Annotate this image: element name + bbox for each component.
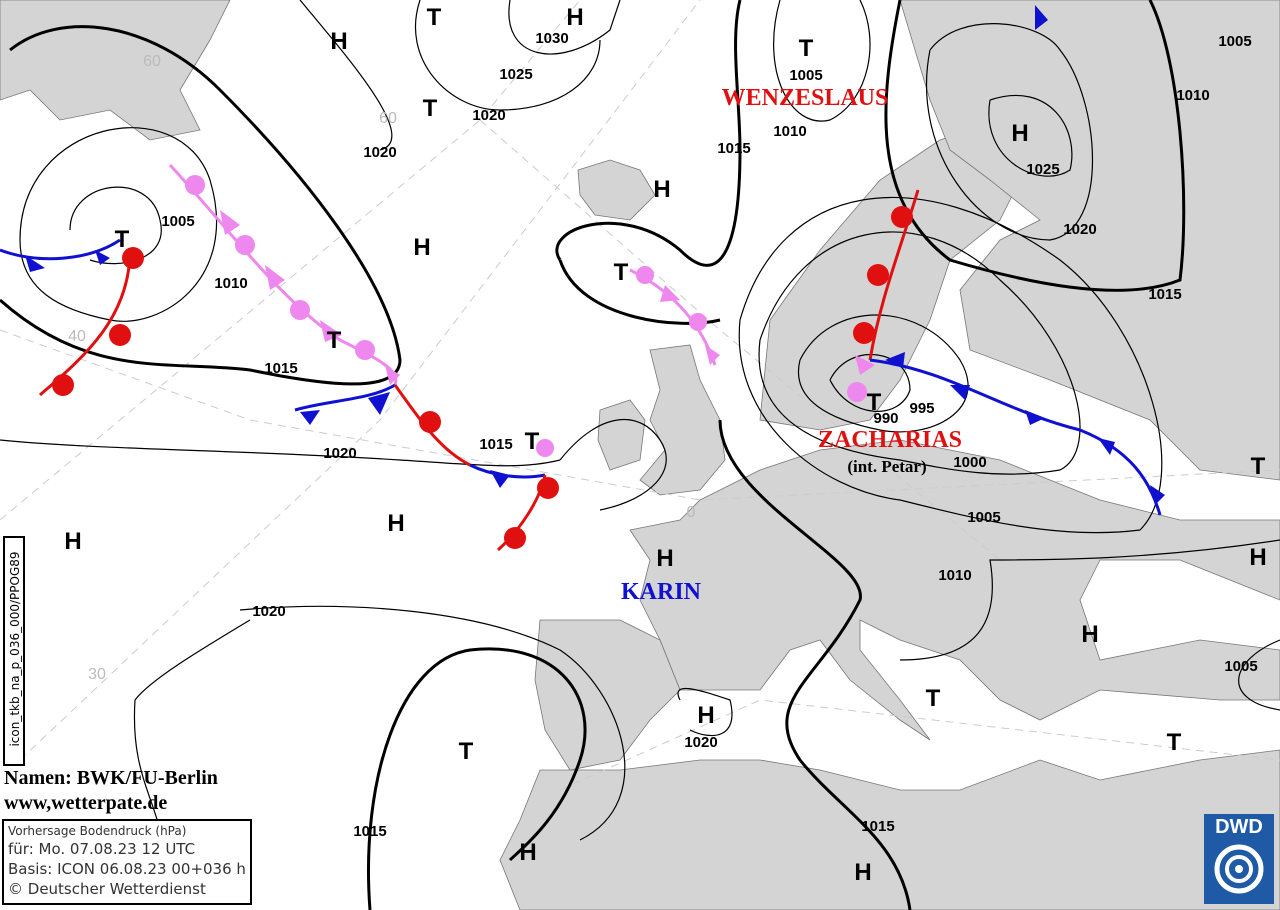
svg-text:H: H — [656, 545, 673, 572]
info-base: Basis: ICON 06.08.23 00+036 h — [8, 860, 246, 878]
info-copyright: © Deutscher Wetterdienst — [8, 880, 206, 898]
svg-text:60: 60 — [379, 110, 397, 127]
svg-text:H: H — [330, 28, 347, 55]
svg-text:1020: 1020 — [472, 107, 505, 124]
dwd-swirl-icon — [1214, 844, 1264, 894]
svg-text:1010: 1010 — [1176, 87, 1209, 104]
svg-text:T: T — [459, 738, 474, 765]
warm-front-symbols — [52, 206, 913, 549]
svg-text:H: H — [854, 859, 871, 886]
svg-text:1020: 1020 — [252, 603, 285, 620]
svg-text:1005: 1005 — [1224, 658, 1257, 675]
svg-text:1030: 1030 — [535, 30, 568, 47]
cold-front-east — [869, 358, 1162, 516]
cold-front-symbols — [25, 5, 1165, 505]
svg-text:T: T — [614, 259, 629, 286]
svg-text:1020: 1020 — [1063, 221, 1096, 238]
iberia — [534, 619, 681, 771]
svg-text:1015: 1015 — [717, 140, 750, 157]
svg-text:1010: 1010 — [214, 275, 247, 292]
svg-text:1015: 1015 — [861, 818, 894, 835]
warm-front-west — [39, 249, 132, 397]
credit-url[interactable]: www,wetterpate.de — [4, 792, 168, 814]
svg-text:T: T — [423, 95, 438, 122]
svg-text:H: H — [653, 176, 670, 203]
warm-front-scandinavia — [868, 189, 920, 361]
system-names: WENZESLAUS ZACHARIAS (int. Petar) KARIN — [621, 85, 962, 605]
svg-text:1005: 1005 — [161, 213, 194, 230]
svg-text:H: H — [1249, 544, 1266, 571]
info-box: Vorhersage Bodendruck (hPa) für: Mo. 07.… — [2, 819, 252, 905]
svg-text:30: 30 — [88, 666, 106, 683]
info-valid: für: Mo. 07.08.23 12 UTC — [8, 840, 196, 858]
model-code-box: icon_tkb_na_p_036_000/PPOG89 — [3, 536, 25, 766]
svg-text:H: H — [1081, 621, 1098, 648]
svg-text:1005: 1005 — [1218, 33, 1251, 50]
low-name-zacharias: ZACHARIAS — [818, 427, 962, 453]
svg-text:1025: 1025 — [1026, 161, 1059, 178]
model-code: icon_tkb_na_p_036_000/PPOG89 — [8, 551, 22, 747]
svg-text:1015: 1015 — [1148, 286, 1181, 303]
svg-text:H: H — [1011, 120, 1028, 147]
fronts — [0, 5, 1165, 552]
svg-text:T: T — [427, 4, 442, 31]
svg-text:990: 990 — [873, 410, 898, 427]
credit-names: Namen: BWK/FU-Berlin — [4, 767, 218, 789]
svg-text:T: T — [327, 327, 342, 354]
svg-text:H: H — [519, 839, 536, 866]
continental-europe — [629, 439, 1280, 741]
svg-text:T: T — [1251, 453, 1266, 480]
svg-text:1010: 1010 — [773, 123, 806, 140]
svg-text:1025: 1025 — [499, 66, 532, 83]
svg-text:H: H — [387, 510, 404, 537]
svg-text:1020: 1020 — [363, 144, 396, 161]
svg-text:1020: 1020 — [684, 734, 717, 751]
occlusion-symbols — [185, 175, 875, 457]
svg-text:1005: 1005 — [789, 67, 822, 84]
great-britain — [639, 344, 726, 496]
svg-text:995: 995 — [909, 400, 934, 417]
svg-text:1000: 1000 — [953, 454, 986, 471]
pressure-centers: H T H T T H H H T T T T H H H T T H H T … — [64, 4, 1266, 886]
svg-text:1015: 1015 — [353, 823, 386, 840]
cold-front-west — [0, 238, 121, 261]
low-intl-name: (int. Petar) — [847, 457, 926, 476]
cold-front-mid — [294, 383, 396, 412]
greenland — [0, 0, 231, 141]
svg-text:60: 60 — [143, 53, 161, 70]
dwd-logo: DWD — [1204, 814, 1274, 904]
high-name-karin: KARIN — [621, 579, 702, 605]
svg-text:1015: 1015 — [264, 360, 297, 377]
svg-text:H: H — [413, 234, 430, 261]
credits: Namen: BWK/FU-Berlin www,wetterpate.de — [4, 766, 218, 816]
svg-text:0: 0 — [687, 504, 696, 521]
ireland — [597, 399, 646, 471]
svg-text:T: T — [867, 389, 882, 416]
north-africa — [499, 749, 1280, 910]
graticule — [0, 0, 1280, 791]
low-name-wenzeslaus: WENZESLAUS — [722, 85, 889, 111]
svg-text:H: H — [64, 528, 81, 555]
svg-text:1010: 1010 — [938, 567, 971, 584]
isobar-labels: 1030 1025 1020 1020 1005 1010 1015 1020 … — [161, 30, 1257, 840]
northeast-land — [899, 0, 1280, 481]
svg-text:T: T — [115, 226, 130, 253]
svg-text:H: H — [697, 702, 714, 729]
svg-text:1015: 1015 — [479, 436, 512, 453]
svg-text:40: 40 — [68, 328, 86, 345]
svg-text:T: T — [799, 35, 814, 62]
svg-text:1020: 1020 — [323, 445, 356, 462]
svg-text:1005: 1005 — [967, 509, 1000, 526]
svg-text:T: T — [525, 428, 540, 455]
svg-text:T: T — [1167, 729, 1182, 756]
info-title: Vorhersage Bodendruck (hPa) — [8, 824, 187, 838]
latitude-labels: 60 60 40 30 0 — [68, 53, 695, 683]
svg-text:T: T — [926, 685, 941, 712]
svg-text:H: H — [566, 4, 583, 31]
iceland — [577, 159, 656, 221]
